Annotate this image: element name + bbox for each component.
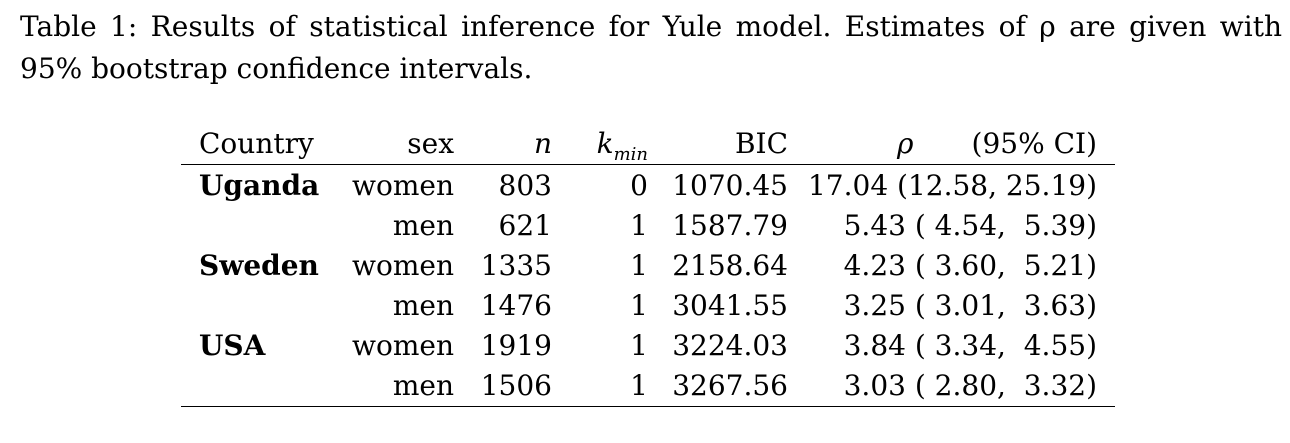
cell-n: 1476 [480, 289, 552, 322]
cell-bic: 3267.56 [672, 369, 788, 402]
table-row: Sweden women 1335 1 2158.64 4.23 ( 3.60,… [181, 246, 1115, 286]
table-row: Uganda women 803 0 1070.45 17.04 (12.58,… [181, 166, 1115, 206]
cell-sex: men [392, 209, 454, 242]
table-header-row: Country sex n kmin BIC ρ (95% CI) [181, 124, 1115, 165]
cell-rho-ci: 3.25 ( 3.01, 3.63) [843, 289, 1097, 322]
cell-sex: women [352, 249, 454, 282]
cell-n: 1506 [480, 369, 552, 402]
header-kmin: kmin [597, 124, 648, 175]
header-sex: sex [407, 127, 454, 160]
table-row: men 1476 1 3041.55 3.25 ( 3.01, 3.63) [181, 286, 1115, 326]
header-country: Country [199, 127, 314, 160]
cell-n: 1919 [480, 329, 552, 362]
cell-kmin: 1 [630, 289, 648, 322]
cell-kmin: 1 [630, 249, 648, 282]
table-row: men 1506 1 3267.56 3.03 ( 2.80, 3.32) [181, 366, 1115, 406]
cell-country: Uganda [199, 169, 320, 202]
caption-line-2: 95% bootstrap confidence intervals. [20, 52, 533, 85]
header-k-subscript: min [613, 144, 648, 165]
cell-bic: 2158.64 [672, 249, 788, 282]
cell-bic: 1587.79 [672, 209, 788, 242]
cell-sex: women [352, 329, 454, 362]
cell-rho-ci: 17.04 (12.58, 25.19) [807, 169, 1097, 202]
cell-rho-ci: 3.84 ( 3.34, 4.55) [843, 329, 1097, 362]
cell-bic: 1070.45 [672, 169, 788, 202]
cell-bic: 3041.55 [672, 289, 788, 322]
header-bic: BIC [734, 127, 788, 160]
cell-n: 621 [498, 209, 552, 242]
cell-country: Sweden [199, 249, 319, 282]
cell-sex: women [352, 169, 454, 202]
cell-kmin: 0 [630, 169, 648, 202]
cell-kmin: 1 [630, 329, 648, 362]
cell-bic: 3224.03 [672, 329, 788, 362]
cell-sex: men [392, 289, 454, 322]
cell-kmin: 1 [630, 369, 648, 402]
cell-kmin: 1 [630, 209, 648, 242]
cell-n: 1335 [480, 249, 552, 282]
cell-sex: men [392, 369, 454, 402]
table-row: men 621 1 1587.79 5.43 ( 4.54, 5.39) [181, 206, 1115, 246]
cell-country: USA [199, 329, 266, 362]
caption-line-1: Table 1: Results of statistical inferenc… [20, 10, 1282, 43]
header-ci: (95% CI) [971, 127, 1097, 160]
table-bottom-rule [181, 406, 1115, 407]
cell-n: 803 [498, 169, 552, 202]
header-n: n [533, 127, 552, 160]
cell-rho-ci: 4.23 ( 3.60, 5.21) [843, 249, 1097, 282]
header-rho: ρ [897, 127, 914, 160]
header-k: k [596, 127, 614, 160]
table-row: USA women 1919 1 3224.03 3.84 ( 3.34, 4.… [181, 326, 1115, 366]
table-caption: Table 1: Results of statistical inferenc… [20, 6, 1282, 90]
table-top-rule [181, 164, 1115, 165]
cell-rho-ci: 3.03 ( 2.80, 3.32) [843, 369, 1097, 402]
cell-rho-ci: 5.43 ( 4.54, 5.39) [843, 209, 1097, 242]
